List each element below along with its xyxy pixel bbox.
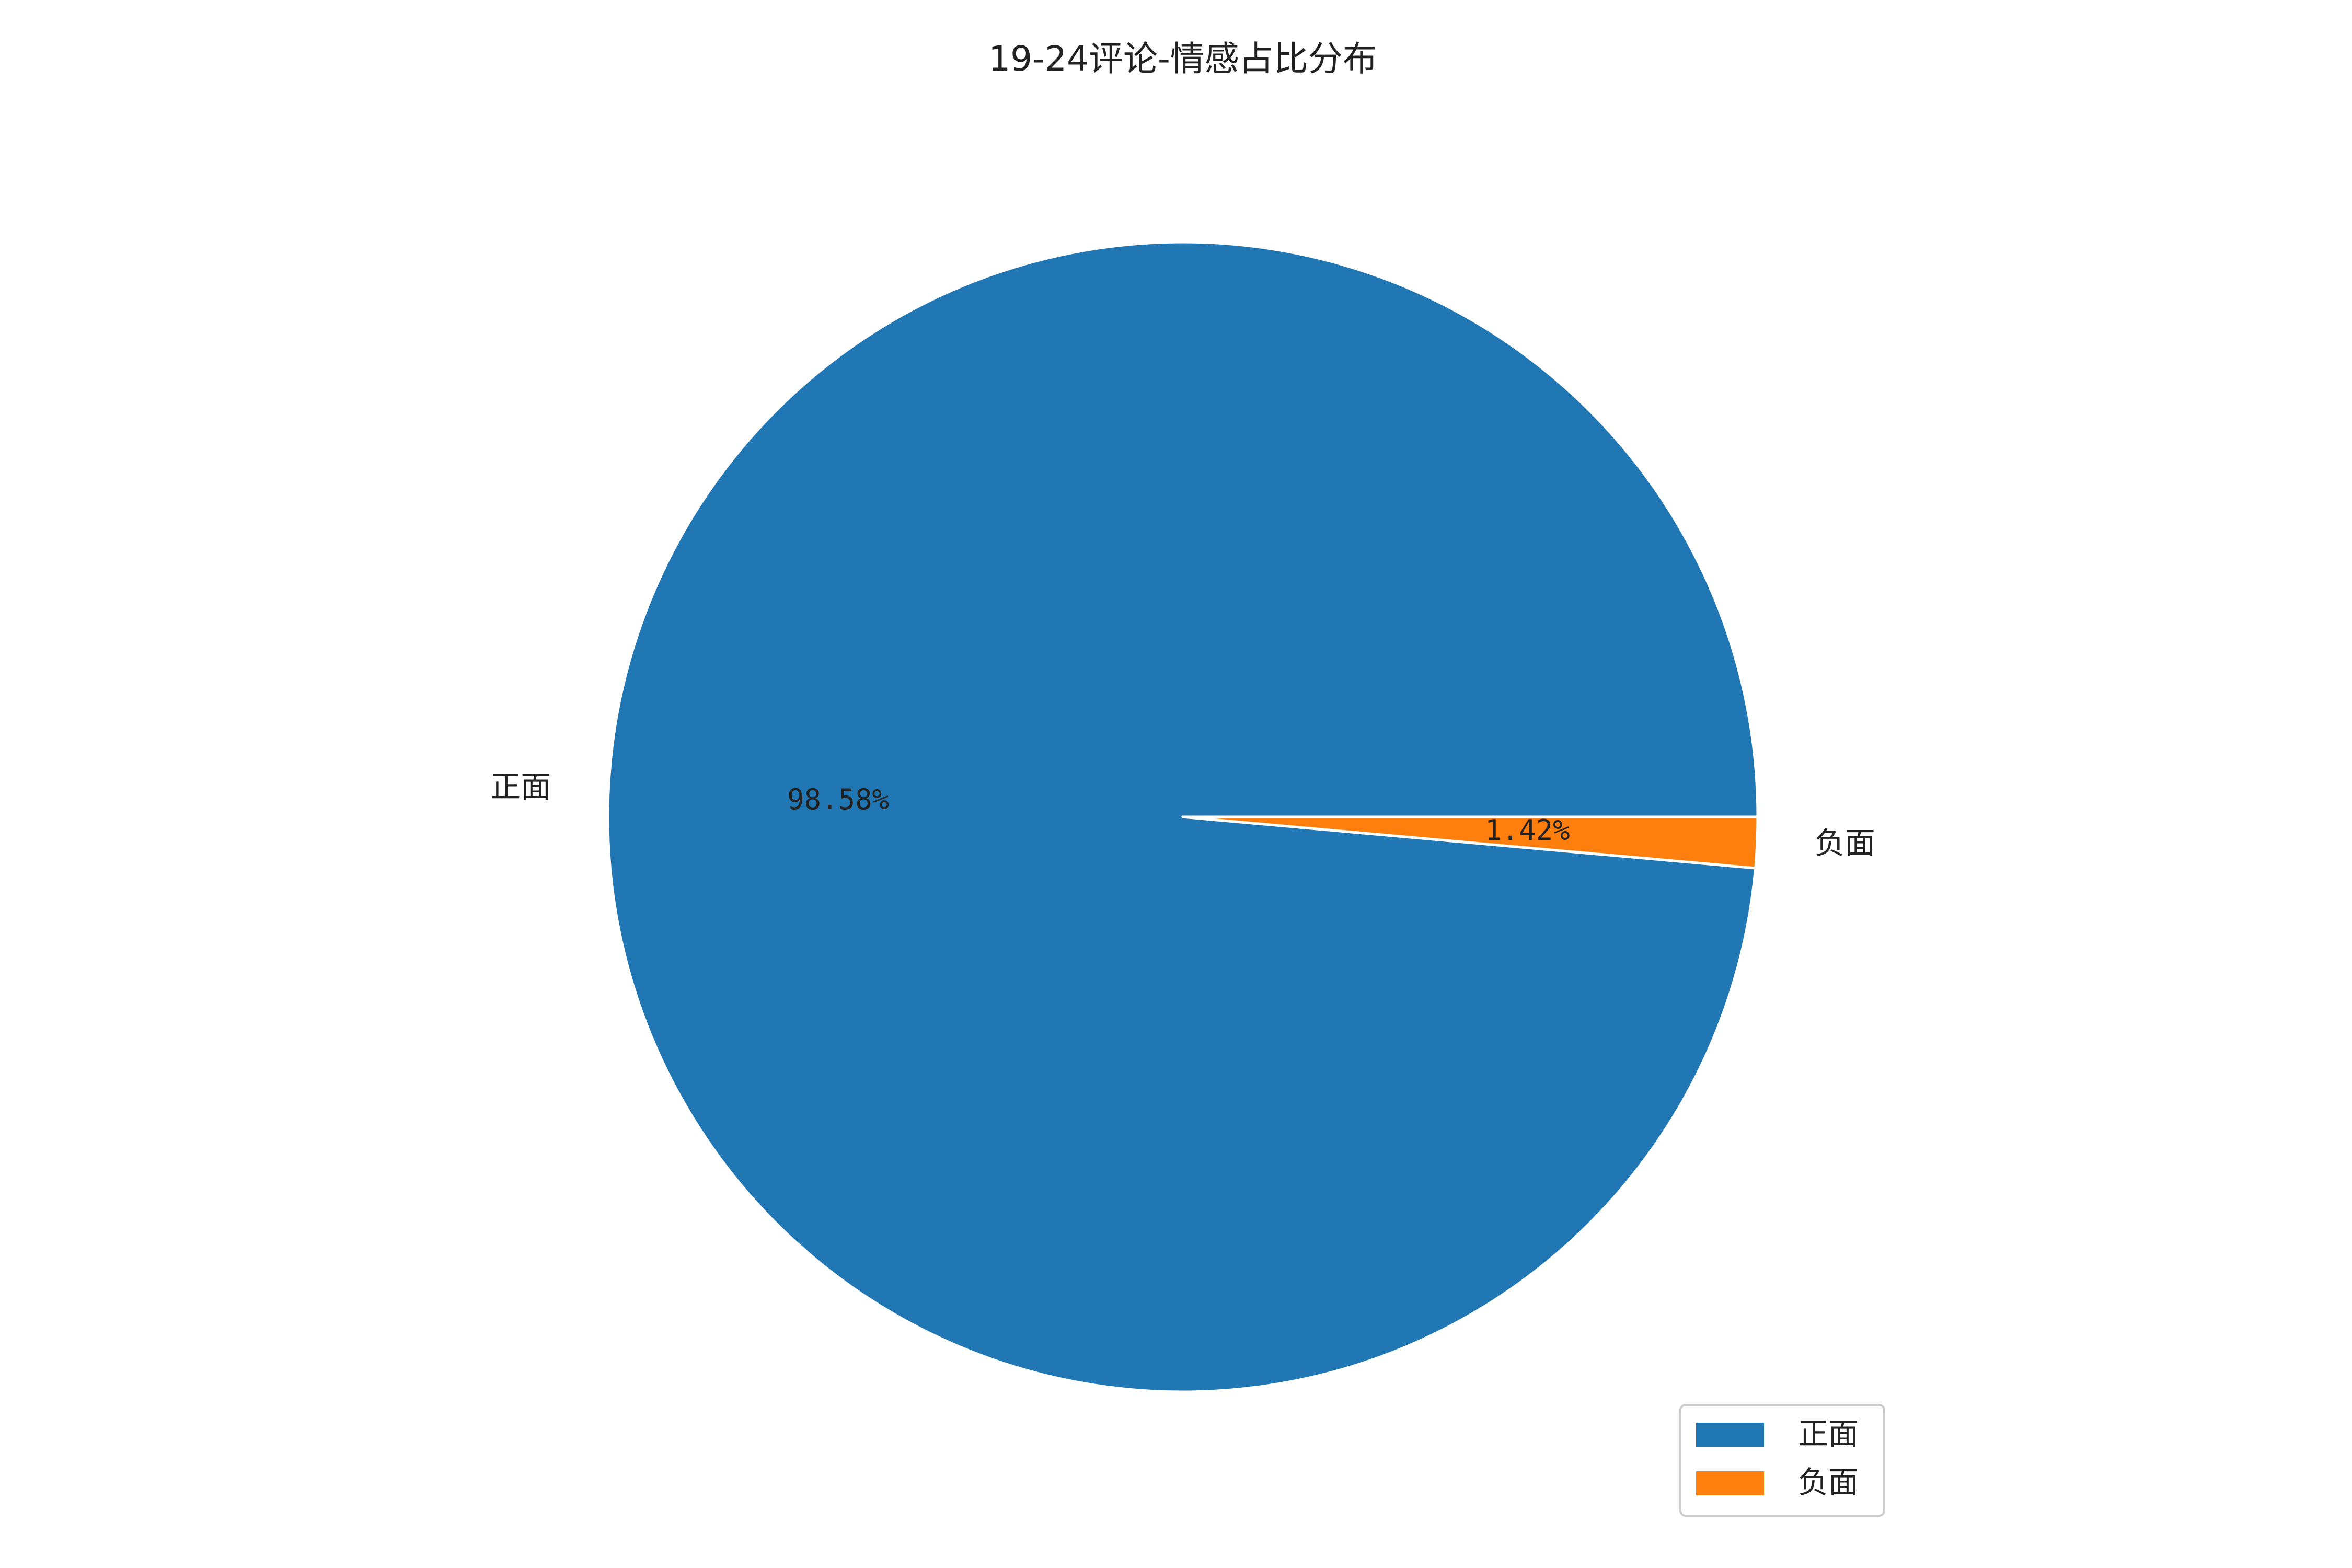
pie-slice-negative: [1181, 815, 1759, 870]
chart-title: 19-24评论-情感占比分布: [988, 39, 1377, 79]
percent-label-negative: 1.42%: [1485, 814, 1570, 847]
legend-swatch-positive: [1696, 1423, 1764, 1447]
category-label-negative: 负面: [1815, 825, 1875, 861]
legend: 正面 负面: [1679, 1404, 1885, 1517]
legend-label-positive: 正面: [1798, 1416, 1859, 1451]
pie-slices: [606, 240, 1759, 1393]
category-label-positive: 正面: [490, 769, 551, 804]
percent-label-positive: 98.58%: [787, 783, 889, 816]
legend-label-negative: 负面: [1798, 1465, 1859, 1500]
pie-labels: 正面 98.58% 负面 1.42%: [490, 769, 1875, 861]
legend-swatch-negative: [1696, 1471, 1764, 1495]
